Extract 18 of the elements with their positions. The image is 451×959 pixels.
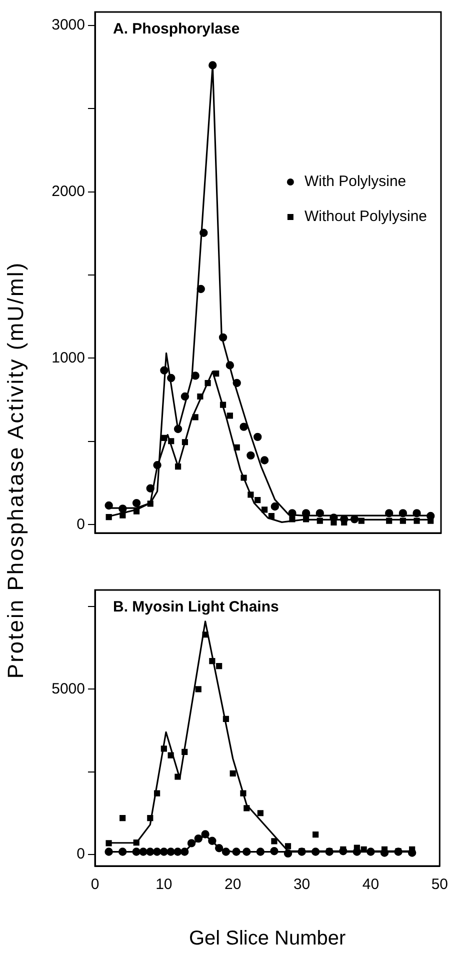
x-tick-label: 30: [293, 876, 310, 894]
y-tick-label: 5000: [52, 680, 85, 698]
text: A. Phosphorylase: [113, 20, 240, 38]
y-tick-label: 0: [76, 846, 85, 863]
legend-label: With Polylysine: [304, 173, 406, 190]
text: B. Myosin Light Chains: [113, 598, 279, 616]
y-tick-label: 3000: [52, 16, 85, 34]
x-tick-label: 10: [156, 876, 172, 894]
x-tick-label: 50: [431, 876, 448, 894]
y-axis-title: Protein Phosphatase Activity (mU/ml): [3, 261, 29, 679]
x-tick-label: 0: [90, 876, 100, 894]
y-tick-label: 2000: [52, 182, 85, 200]
y-tick-label: 0: [76, 516, 85, 533]
x-tick-label: 40: [362, 876, 380, 894]
x-tick-label: 20: [224, 876, 242, 894]
legend-label: Without Polylysine: [304, 208, 428, 226]
x-axis-title: Gel Slice Number: [188, 928, 346, 950]
y-tick-label: 1000: [52, 349, 85, 366]
